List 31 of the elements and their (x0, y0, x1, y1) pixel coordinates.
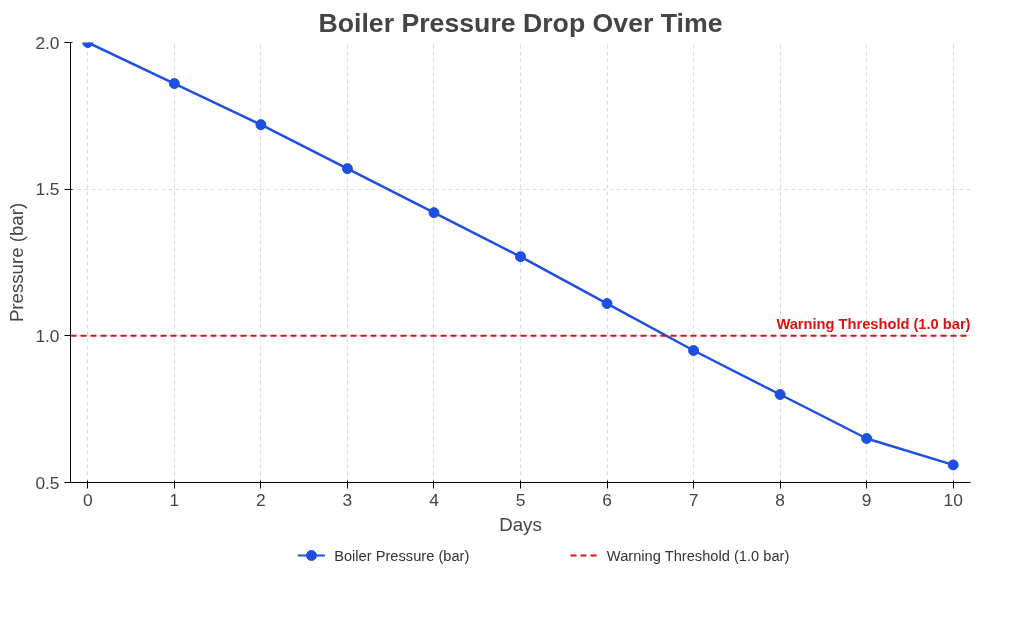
y-tick-label: 1.5 (35, 179, 60, 200)
point (601, 298, 613, 310)
y-axis-title: Pressure (bar) (6, 202, 28, 323)
legend-label: Boiler Pressure (bar) (334, 547, 470, 564)
point (774, 389, 786, 400)
y-tick-label: 2.0 (35, 32, 60, 53)
point (341, 163, 353, 175)
point (168, 78, 180, 90)
x-axis-title: Days (499, 513, 542, 535)
x-tick-label: 7 (688, 489, 699, 510)
x-tick-label: 3 (342, 489, 353, 510)
x-tick-label: 8 (775, 489, 785, 510)
text: Warning Threshold (1.0 bar) (606, 547, 790, 564)
ref-line-label: Warning Threshold (1.0 bar) (776, 315, 971, 332)
x-tick-label: 6 (602, 489, 612, 510)
point (688, 345, 700, 356)
x-tick-label: 9 (861, 489, 872, 510)
x-tick-label: 1 (169, 489, 180, 510)
x-tick-label: 0 (82, 489, 93, 510)
point (515, 251, 526, 263)
x-tick-label: 5 (515, 489, 526, 510)
point (861, 433, 873, 444)
point (255, 119, 267, 131)
x-tick-label: 2 (256, 489, 266, 510)
x-tick-label: 10 (943, 489, 963, 510)
x-tick-label: 4 (429, 489, 440, 510)
y-tick-label: 0.5 (35, 472, 60, 493)
point (428, 207, 440, 219)
chart-title: Boiler Pressure Drop Over Time (318, 7, 723, 38)
y-tick-label: 1.0 (35, 325, 60, 346)
point (947, 459, 959, 471)
